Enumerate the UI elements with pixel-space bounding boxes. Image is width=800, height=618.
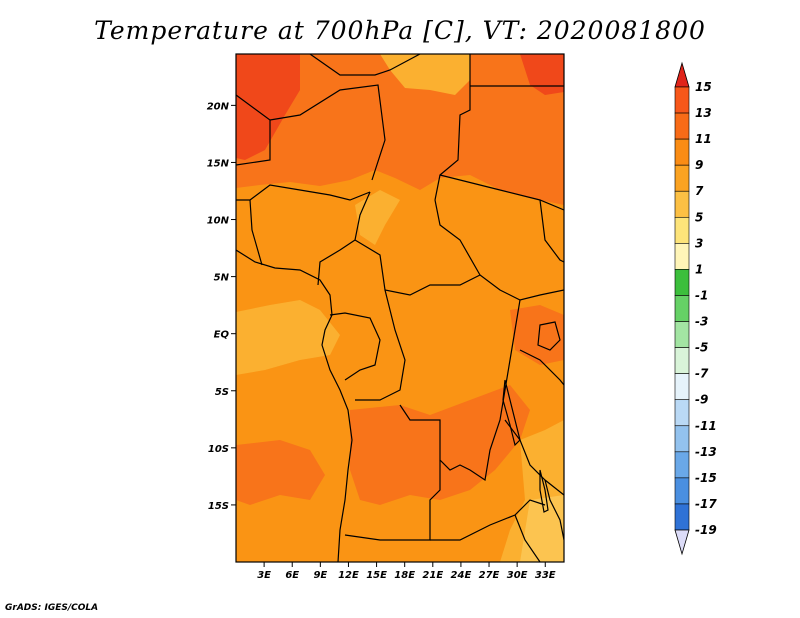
colorbar-segment — [674, 295, 690, 322]
temperature-field — [236, 54, 564, 562]
border-benin — [249, 199, 263, 266]
border-south-sudan — [434, 199, 564, 301]
border-car-south — [354, 239, 481, 296]
border-gabon-congo — [329, 312, 381, 381]
colorbar-level-label: -9 — [695, 393, 708, 407]
lat-tick-label: 10S — [208, 444, 229, 455]
colorbar-segment — [674, 190, 690, 218]
lake-malawi — [539, 469, 549, 513]
map-title: Temperature at 700hPa [C], VT: 202008180… — [94, 16, 706, 45]
lon-tick-label: 12E — [338, 570, 359, 581]
colorbar-segment — [674, 86, 690, 114]
colorbar-level-label: -7 — [695, 367, 709, 381]
border-sudan-ethiopia — [439, 174, 564, 211]
colorbar-segment — [674, 503, 690, 531]
colorbar-level-label: 11 — [695, 132, 712, 146]
coastline — [236, 249, 353, 562]
lat-tick-label: 5S — [215, 387, 229, 398]
colorbar-level-label: 5 — [695, 210, 703, 224]
colorbar-level-label: -17 — [695, 497, 717, 511]
temperature-region-southwest-warm — [236, 440, 325, 505]
colorbar-segment — [674, 269, 690, 296]
border-ethiopia-kenya — [539, 199, 564, 263]
colorbar-level-label: -15 — [695, 471, 717, 485]
border-drc-west — [355, 289, 406, 401]
temperature-region-north-warm — [236, 54, 564, 205]
colorbar-level-label: 15 — [695, 80, 712, 94]
border-drc-east — [399, 299, 521, 482]
border-zambia-south — [430, 499, 546, 541]
colorbar-level-label: -1 — [695, 288, 708, 302]
colorbar-bottom-arrow — [674, 529, 690, 556]
colorbar-segment — [674, 321, 690, 348]
colorbar-segment — [674, 451, 690, 479]
colorbar-segment — [674, 347, 690, 374]
colorbar-segment — [674, 138, 690, 166]
colorbar-segment — [674, 477, 690, 505]
border-chad-sudan — [434, 54, 471, 201]
temperature-region-nw-hot — [236, 54, 300, 160]
latitude-axis: 20N 15N 10N 5N EQ 5S 10S 15S — [207, 101, 236, 512]
border-mozambique — [514, 479, 564, 562]
lon-tick-label: 9E — [313, 570, 327, 581]
temperature-region-east-pale — [520, 495, 564, 562]
colorbar-top-arrow — [674, 61, 690, 88]
temperature-region-central-light — [355, 190, 400, 245]
colorbar-segment — [674, 164, 690, 192]
colorbar-level-label: -5 — [695, 341, 708, 355]
colorbar-segment — [674, 399, 690, 427]
map-frame — [235, 53, 565, 563]
lon-tick-label: 6E — [285, 570, 299, 581]
lon-tick-label: 30E — [507, 570, 528, 581]
colorbar-segment — [674, 216, 690, 244]
border-libya-chad — [309, 54, 421, 76]
temperature-region-ne-hot — [520, 54, 564, 95]
lon-tick-label: 18E — [394, 570, 415, 581]
lat-tick-label: 15N — [207, 158, 230, 169]
colorbar-level-label: 1 — [695, 262, 703, 276]
colorbar-segment — [674, 112, 690, 140]
colorbar-segment — [674, 373, 690, 401]
border-tanzania — [504, 349, 564, 496]
colorbar-level-label: 7 — [695, 184, 704, 198]
lon-tick-label: 33E — [535, 570, 556, 581]
lon-tick-label: 24E — [451, 570, 472, 581]
lat-tick-label: 5N — [214, 273, 230, 284]
colorbar-level-label: -13 — [695, 445, 717, 459]
lat-tick-label: 15S — [208, 501, 229, 512]
border-cameroon-car — [317, 191, 371, 286]
colorbar-level-label: -3 — [695, 315, 708, 329]
longitude-axis: 3E 6E 9E 12E 15E 18E 21E 24E 27E 30E 33E — [257, 562, 556, 581]
lake-victoria — [537, 321, 561, 351]
temperature-region-chad-light — [380, 54, 470, 95]
lon-tick-label: 21E — [422, 570, 443, 581]
lat-tick-label: 20N — [207, 101, 230, 112]
border-mali-niger — [236, 94, 271, 166]
colorbar-segment — [674, 243, 690, 270]
lake-tanganyika — [502, 379, 521, 447]
country-boundaries — [236, 54, 564, 562]
border-niger-nigeria — [269, 84, 386, 181]
lon-tick-label: 15E — [366, 570, 387, 581]
lon-tick-label: 3E — [257, 570, 271, 581]
colorbar-level-label: 3 — [695, 236, 703, 250]
lat-tick-label: EQ — [214, 330, 230, 341]
colorbar-level-label: -19 — [695, 523, 717, 537]
lat-tick-label: 10N — [207, 216, 230, 227]
colorbar-segment — [674, 425, 690, 453]
colorbar: 15 13 11 9 7 5 3 1 -1 -3 -5 -7 -9 -11 -13 -15 -17 -19 — [674, 61, 717, 556]
colorbar-level-label: -11 — [695, 419, 717, 433]
grads-credit: GrADS: IGES/COLA — [5, 603, 99, 613]
border-angola-zambia — [344, 460, 441, 541]
colorbar-level-label: 9 — [695, 158, 703, 172]
colorbar-level-label: 13 — [695, 106, 712, 120]
lon-tick-label: 27E — [479, 570, 500, 581]
temperature-region-gulf-light — [236, 300, 340, 375]
